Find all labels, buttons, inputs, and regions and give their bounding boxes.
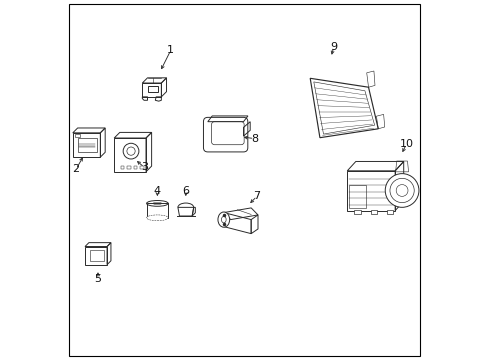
Bar (370, 210, 376, 214)
Text: 1: 1 (167, 45, 174, 55)
Text: 6: 6 (182, 186, 189, 196)
Text: 10: 10 (399, 139, 413, 149)
Text: 7: 7 (253, 191, 260, 201)
Bar (134, 166, 137, 169)
Bar (354, 210, 360, 214)
Text: 9: 9 (329, 42, 337, 52)
Bar (121, 166, 124, 169)
Text: 5: 5 (94, 274, 102, 284)
Ellipse shape (218, 212, 229, 227)
Bar (386, 210, 392, 214)
Bar (140, 166, 143, 169)
Ellipse shape (146, 215, 168, 221)
Text: 3: 3 (141, 162, 147, 172)
Circle shape (385, 174, 418, 207)
Text: 2: 2 (72, 164, 80, 174)
Bar (127, 166, 130, 169)
Text: 4: 4 (154, 186, 161, 196)
Text: 8: 8 (250, 134, 258, 144)
FancyBboxPatch shape (203, 117, 247, 152)
